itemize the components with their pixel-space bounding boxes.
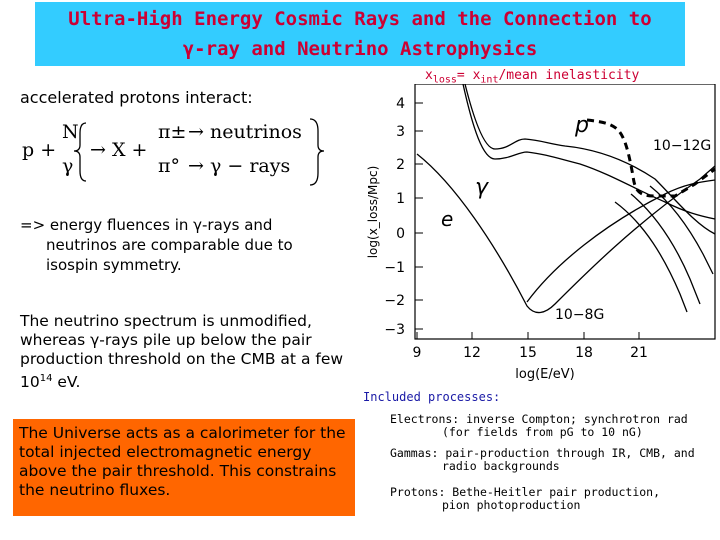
label-high-field: 10−12G xyxy=(653,138,711,154)
y-tick-label: 0 xyxy=(396,226,405,242)
isospin-line-2: neutrinos are comparable due to xyxy=(46,236,293,254)
spectrum-text: The neutrino spectrum is unmodified, whe… xyxy=(20,312,345,392)
processes-protons-1: Protons: Bethe-Heitler pair production, xyxy=(390,485,661,499)
processes-electrons-2: (for fields from pG to 10 nG) xyxy=(442,425,643,439)
spectrum-tail: eV. xyxy=(52,373,81,392)
y-tick-label: −2 xyxy=(384,293,405,309)
curves xyxy=(416,84,716,314)
label-electron: e xyxy=(441,207,453,231)
x-tick-label: 12 xyxy=(463,345,481,361)
proton-curve xyxy=(586,118,716,198)
processes-gammas-2: radio backgrounds xyxy=(442,459,560,473)
gamma-curve-2 xyxy=(462,84,716,220)
y-tick-label: 2 xyxy=(396,157,405,173)
reaction-braces xyxy=(73,118,325,186)
processes-gammas-1: Gammas: pair-production through IR, CMB,… xyxy=(390,446,695,460)
label-proton: p xyxy=(574,113,589,138)
y-tick-label: −3 xyxy=(384,322,405,338)
y-tick-label: 3 xyxy=(396,124,405,140)
y-tick-marks xyxy=(415,102,640,339)
header-int: int xyxy=(480,74,499,86)
label-gamma: γ xyxy=(475,175,489,200)
y-tick-label: 1 xyxy=(396,191,405,207)
title-line-2: γ-ray and Neutrino Astrophysics xyxy=(182,38,538,60)
processes-header: Included processes: xyxy=(363,390,501,404)
reaction-pi-pm: π± xyxy=(158,121,187,143)
reaction-neutrinos: → neutrinos xyxy=(188,121,302,143)
processes-protons-2: pion photoproduction xyxy=(442,498,581,512)
calorimeter-text: The Universe acts as a calorimeter for t… xyxy=(19,424,346,499)
reaction-N: N xyxy=(62,121,79,143)
gamma-curve-1 xyxy=(464,84,716,235)
electron-curve-high-field-2 xyxy=(630,193,701,305)
isospin-text: => energy fluences in γ-rays and neutrin… xyxy=(20,215,340,275)
label-low-field: 10−8G xyxy=(555,307,604,323)
calorimeter-box: The Universe acts as a calorimeter for t… xyxy=(13,419,355,516)
intro-text: accelerated protons interact: xyxy=(20,88,253,107)
x-tick-label: 21 xyxy=(630,345,648,361)
header-rest: /mean inelasticity xyxy=(498,68,640,83)
plot-header: xloss= xint/mean inelasticity xyxy=(425,68,639,86)
spectrum-body: The neutrino spectrum is unmodified, whe… xyxy=(20,312,344,392)
electron-curve-high-field-1 xyxy=(614,201,688,313)
reaction-pi-0: π° xyxy=(158,155,180,177)
x-tick-label: 9 xyxy=(413,345,422,361)
electron-curve-low-field xyxy=(416,153,716,314)
reaction-grays: → γ − rays xyxy=(188,155,291,177)
processes-electrons-1: Electrons: inverse Compton; synchrotron … xyxy=(390,412,688,426)
plot-frame xyxy=(414,84,716,340)
isospin-line-1: => energy fluences in γ-rays and xyxy=(20,216,273,234)
x-tick-label: 15 xyxy=(519,345,537,361)
spectrum-exponent: 14 xyxy=(39,373,53,384)
loss-length-plot: 4 3 2 1 0 −1 −2 −3 9 12 15 18 21 log(E/e… xyxy=(366,84,716,382)
title-banner: Ultra-High Energy Cosmic Rays and the Co… xyxy=(35,2,685,66)
header-x: x xyxy=(425,68,433,83)
reaction-X: → X + xyxy=(90,139,148,161)
reaction-gamma: γ xyxy=(62,155,74,177)
header-eq: = x xyxy=(456,68,481,83)
title-line-1: Ultra-High Energy Cosmic Rays and the Co… xyxy=(68,8,652,30)
header-loss: loss xyxy=(432,74,457,86)
electron-curve-high-field-3 xyxy=(649,185,714,275)
x-axis-label: log(E/eV) xyxy=(515,367,574,382)
reaction-p: p + xyxy=(22,139,57,161)
y-tick-label: 4 xyxy=(396,96,405,112)
y-tick-label: −1 xyxy=(384,260,405,276)
y-axis-label: log(x_loss/Mpc) xyxy=(366,166,380,259)
isospin-line-3: isospin symmetry. xyxy=(46,256,182,274)
x-tick-label: 18 xyxy=(575,345,593,361)
